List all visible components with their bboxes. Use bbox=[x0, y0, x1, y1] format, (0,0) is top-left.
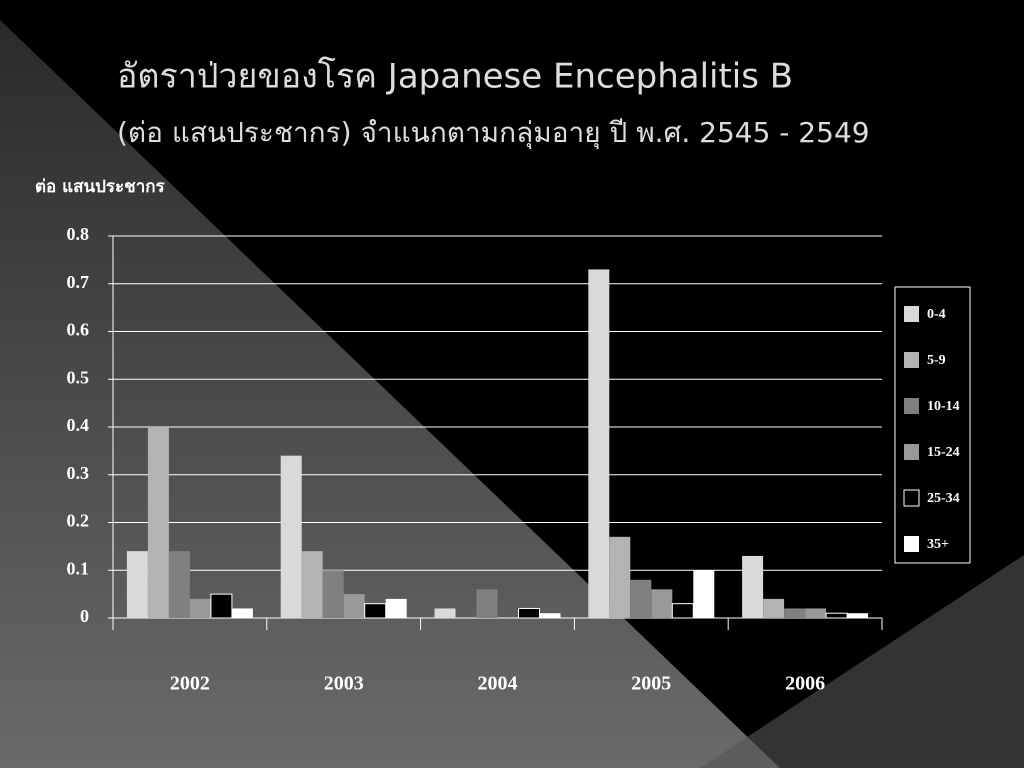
bar bbox=[630, 579, 652, 618]
bar bbox=[825, 612, 848, 619]
y-tick-label: 0.2 bbox=[67, 511, 90, 531]
x-tick-label: 2002 bbox=[170, 673, 210, 695]
legend-swatch bbox=[903, 489, 920, 507]
y-tick-label: 0.5 bbox=[67, 367, 90, 387]
x-tick-label: 2006 bbox=[785, 673, 825, 695]
legend-box bbox=[894, 286, 971, 564]
bar bbox=[847, 613, 869, 618]
bar bbox=[784, 608, 806, 618]
y-tick-label: 0.4 bbox=[67, 415, 90, 435]
legend-swatch bbox=[904, 398, 919, 414]
bar bbox=[434, 608, 456, 618]
bar bbox=[742, 555, 764, 618]
y-tick-label: 0.7 bbox=[67, 272, 90, 292]
y-tick-label: 0.8 bbox=[67, 224, 90, 244]
legend-label: 10-14 bbox=[927, 399, 960, 414]
y-tick-label: 0.3 bbox=[67, 463, 90, 483]
x-tick-label: 2004 bbox=[478, 673, 518, 695]
subtitle: (ต่อ แสนประชากร) จำแนกตามกลุ่มอายุ ปี พ.… bbox=[117, 116, 870, 150]
title: อัตราป่วยของโรค Japanese Encephalitis B bbox=[117, 57, 793, 97]
legend-label: 15-24 bbox=[927, 445, 960, 460]
y-tick-label: 0.6 bbox=[67, 320, 90, 340]
bar bbox=[476, 589, 498, 618]
x-tick-label: 2003 bbox=[324, 673, 364, 695]
legend-swatch bbox=[904, 306, 919, 322]
bar bbox=[385, 598, 407, 618]
bar bbox=[693, 570, 715, 618]
bar bbox=[609, 536, 631, 618]
y-tick-label: 0 bbox=[80, 606, 89, 626]
legend-label: 25-34 bbox=[927, 491, 960, 506]
x-tick-label: 2005 bbox=[631, 673, 671, 695]
bar bbox=[126, 551, 148, 618]
legend-label: 35+ bbox=[927, 537, 949, 552]
legend-swatch bbox=[904, 444, 919, 460]
bar bbox=[168, 551, 190, 618]
bar bbox=[343, 594, 365, 618]
legend-swatch bbox=[904, 352, 919, 368]
bar bbox=[588, 269, 610, 618]
bar bbox=[518, 607, 540, 619]
y-axis-label: ต่อ แสนประชากร bbox=[35, 177, 166, 197]
bar bbox=[671, 603, 694, 619]
bar bbox=[301, 551, 323, 618]
bar bbox=[231, 608, 253, 618]
bar bbox=[280, 455, 302, 618]
legend-swatch bbox=[904, 536, 919, 552]
bar bbox=[651, 589, 673, 618]
bar bbox=[322, 570, 344, 618]
bar bbox=[539, 613, 561, 618]
legend-label: 5-9 bbox=[927, 353, 946, 368]
bar bbox=[147, 427, 169, 618]
legend-label: 0-4 bbox=[927, 307, 946, 322]
bar bbox=[210, 593, 233, 619]
bar bbox=[763, 598, 785, 618]
bar bbox=[805, 608, 827, 618]
background-shape bbox=[700, 555, 1024, 768]
bar bbox=[189, 598, 211, 618]
background-shape bbox=[0, 20, 780, 768]
bar bbox=[364, 603, 387, 619]
y-tick-label: 0.1 bbox=[67, 558, 90, 578]
